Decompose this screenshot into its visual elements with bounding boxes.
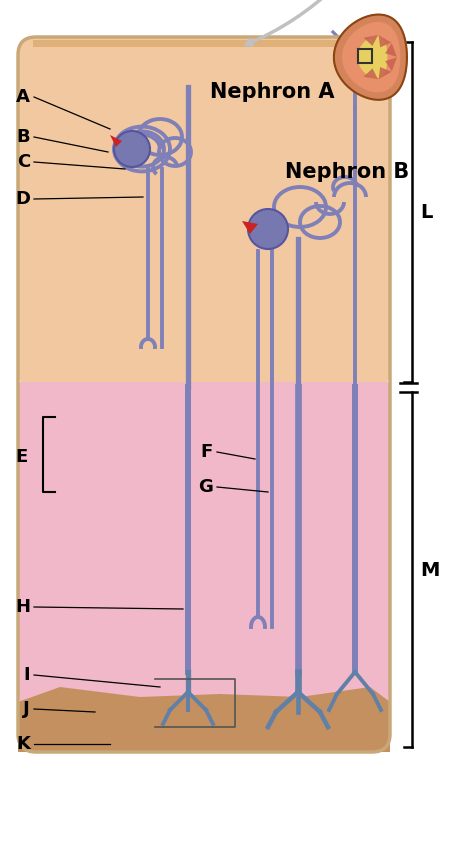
Text: Nephron B: Nephron B bbox=[285, 162, 409, 182]
Bar bbox=[358, 49, 373, 64]
Polygon shape bbox=[242, 221, 258, 234]
Text: G: G bbox=[198, 478, 213, 496]
Text: I: I bbox=[23, 666, 30, 684]
Polygon shape bbox=[110, 135, 122, 147]
Polygon shape bbox=[379, 67, 392, 79]
Circle shape bbox=[114, 131, 150, 167]
Polygon shape bbox=[358, 37, 387, 77]
FancyBboxPatch shape bbox=[18, 37, 390, 387]
Text: L: L bbox=[420, 202, 432, 222]
Polygon shape bbox=[379, 36, 392, 47]
Polygon shape bbox=[385, 43, 397, 57]
Polygon shape bbox=[364, 69, 378, 80]
Circle shape bbox=[248, 209, 288, 249]
Text: H: H bbox=[15, 598, 30, 616]
Polygon shape bbox=[364, 35, 378, 46]
Text: C: C bbox=[17, 153, 30, 171]
Text: F: F bbox=[201, 443, 213, 461]
Polygon shape bbox=[385, 58, 397, 71]
Text: B: B bbox=[17, 128, 30, 146]
Text: Nephron A: Nephron A bbox=[210, 82, 335, 102]
Text: J: J bbox=[23, 700, 30, 718]
Text: A: A bbox=[16, 88, 30, 106]
Polygon shape bbox=[18, 382, 390, 752]
Polygon shape bbox=[343, 23, 400, 91]
Polygon shape bbox=[18, 687, 390, 752]
Text: E: E bbox=[16, 448, 28, 466]
Text: D: D bbox=[15, 190, 30, 208]
Polygon shape bbox=[33, 40, 375, 47]
Text: M: M bbox=[420, 561, 439, 579]
Polygon shape bbox=[334, 14, 407, 100]
Text: K: K bbox=[16, 735, 30, 753]
